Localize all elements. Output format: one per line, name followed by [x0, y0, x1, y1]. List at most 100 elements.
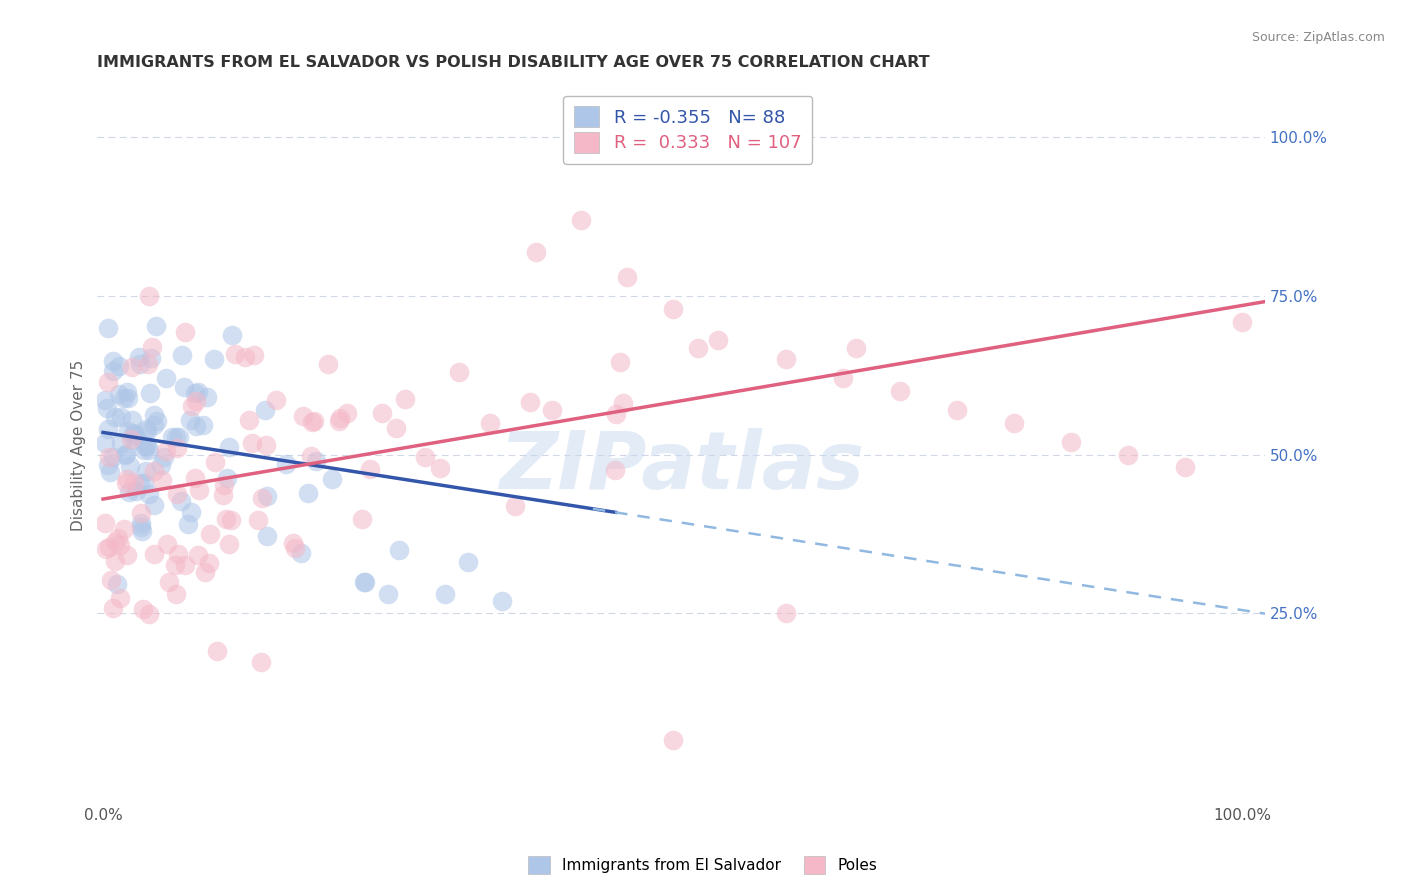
Point: [254, 438, 277, 452]
Point: [449, 365, 471, 379]
Point: [204, 455, 226, 469]
Point: [128, 357, 150, 371]
Point: [1174, 460, 1197, 475]
Point: [193, 565, 215, 579]
Point: [180, 399, 202, 413]
Point: [129, 506, 152, 520]
Point: [519, 394, 541, 409]
Point: [413, 450, 436, 465]
Point: [121, 425, 143, 440]
Point: [212, 477, 235, 491]
Point: [845, 341, 868, 355]
Point: [832, 371, 855, 385]
Point: [165, 430, 187, 444]
Point: [97, 321, 120, 335]
Point: [686, 341, 709, 355]
Y-axis label: Disability Age Over 75: Disability Age Over 75: [72, 359, 86, 531]
Point: [120, 433, 142, 447]
Point: [284, 541, 307, 556]
Point: [377, 587, 399, 601]
Point: [195, 390, 218, 404]
Point: [114, 448, 136, 462]
Point: [166, 487, 188, 501]
Point: [101, 450, 124, 464]
Point: [371, 406, 394, 420]
Point: [299, 449, 322, 463]
Point: [94, 516, 117, 531]
Point: [215, 512, 238, 526]
Point: [388, 542, 411, 557]
Point: [141, 340, 163, 354]
Point: [101, 363, 124, 377]
Point: [117, 424, 139, 438]
Point: [1116, 448, 1139, 462]
Point: [661, 301, 683, 316]
Point: [160, 430, 183, 444]
Point: [274, 457, 297, 471]
Point: [221, 513, 243, 527]
Point: [612, 395, 634, 409]
Point: [250, 655, 273, 669]
Point: [297, 486, 319, 500]
Point: [139, 386, 162, 401]
Point: [605, 407, 627, 421]
Point: [107, 359, 129, 374]
Point: [100, 573, 122, 587]
Point: [353, 575, 375, 590]
Point: [946, 403, 969, 417]
Point: [94, 542, 117, 557]
Point: [176, 516, 198, 531]
Point: [108, 591, 131, 606]
Point: [707, 334, 730, 348]
Point: [121, 413, 143, 427]
Point: [290, 546, 312, 560]
Point: [134, 476, 156, 491]
Point: [117, 384, 139, 399]
Point: [125, 483, 148, 498]
Point: [135, 439, 157, 453]
Point: [354, 574, 377, 589]
Point: [142, 498, 165, 512]
Point: [128, 350, 150, 364]
Point: [302, 414, 325, 428]
Point: [108, 387, 131, 401]
Point: [115, 447, 138, 461]
Point: [336, 407, 359, 421]
Point: [110, 436, 132, 450]
Point: [153, 450, 176, 464]
Point: [173, 380, 195, 394]
Point: [603, 463, 626, 477]
Point: [167, 547, 190, 561]
Point: [98, 540, 121, 554]
Point: [150, 473, 173, 487]
Point: [97, 422, 120, 436]
Point: [163, 558, 186, 573]
Point: [124, 476, 146, 491]
Point: [429, 460, 451, 475]
Point: [108, 538, 131, 552]
Legend: Immigrants from El Salvador, Poles: Immigrants from El Salvador, Poles: [523, 850, 883, 880]
Point: [256, 529, 278, 543]
Point: [101, 601, 124, 615]
Point: [142, 408, 165, 422]
Point: [329, 411, 352, 425]
Point: [246, 513, 269, 527]
Point: [616, 269, 638, 284]
Point: [150, 458, 173, 473]
Point: [889, 384, 911, 399]
Point: [97, 458, 120, 472]
Point: [117, 392, 139, 406]
Point: [238, 413, 260, 427]
Point: [184, 394, 207, 409]
Point: [212, 488, 235, 502]
Point: [301, 415, 323, 429]
Point: [240, 436, 263, 450]
Point: [143, 464, 166, 478]
Point: [142, 417, 165, 432]
Point: [264, 393, 287, 408]
Point: [165, 587, 187, 601]
Point: [166, 442, 188, 456]
Point: [609, 354, 631, 368]
Point: [184, 419, 207, 434]
Point: [457, 556, 479, 570]
